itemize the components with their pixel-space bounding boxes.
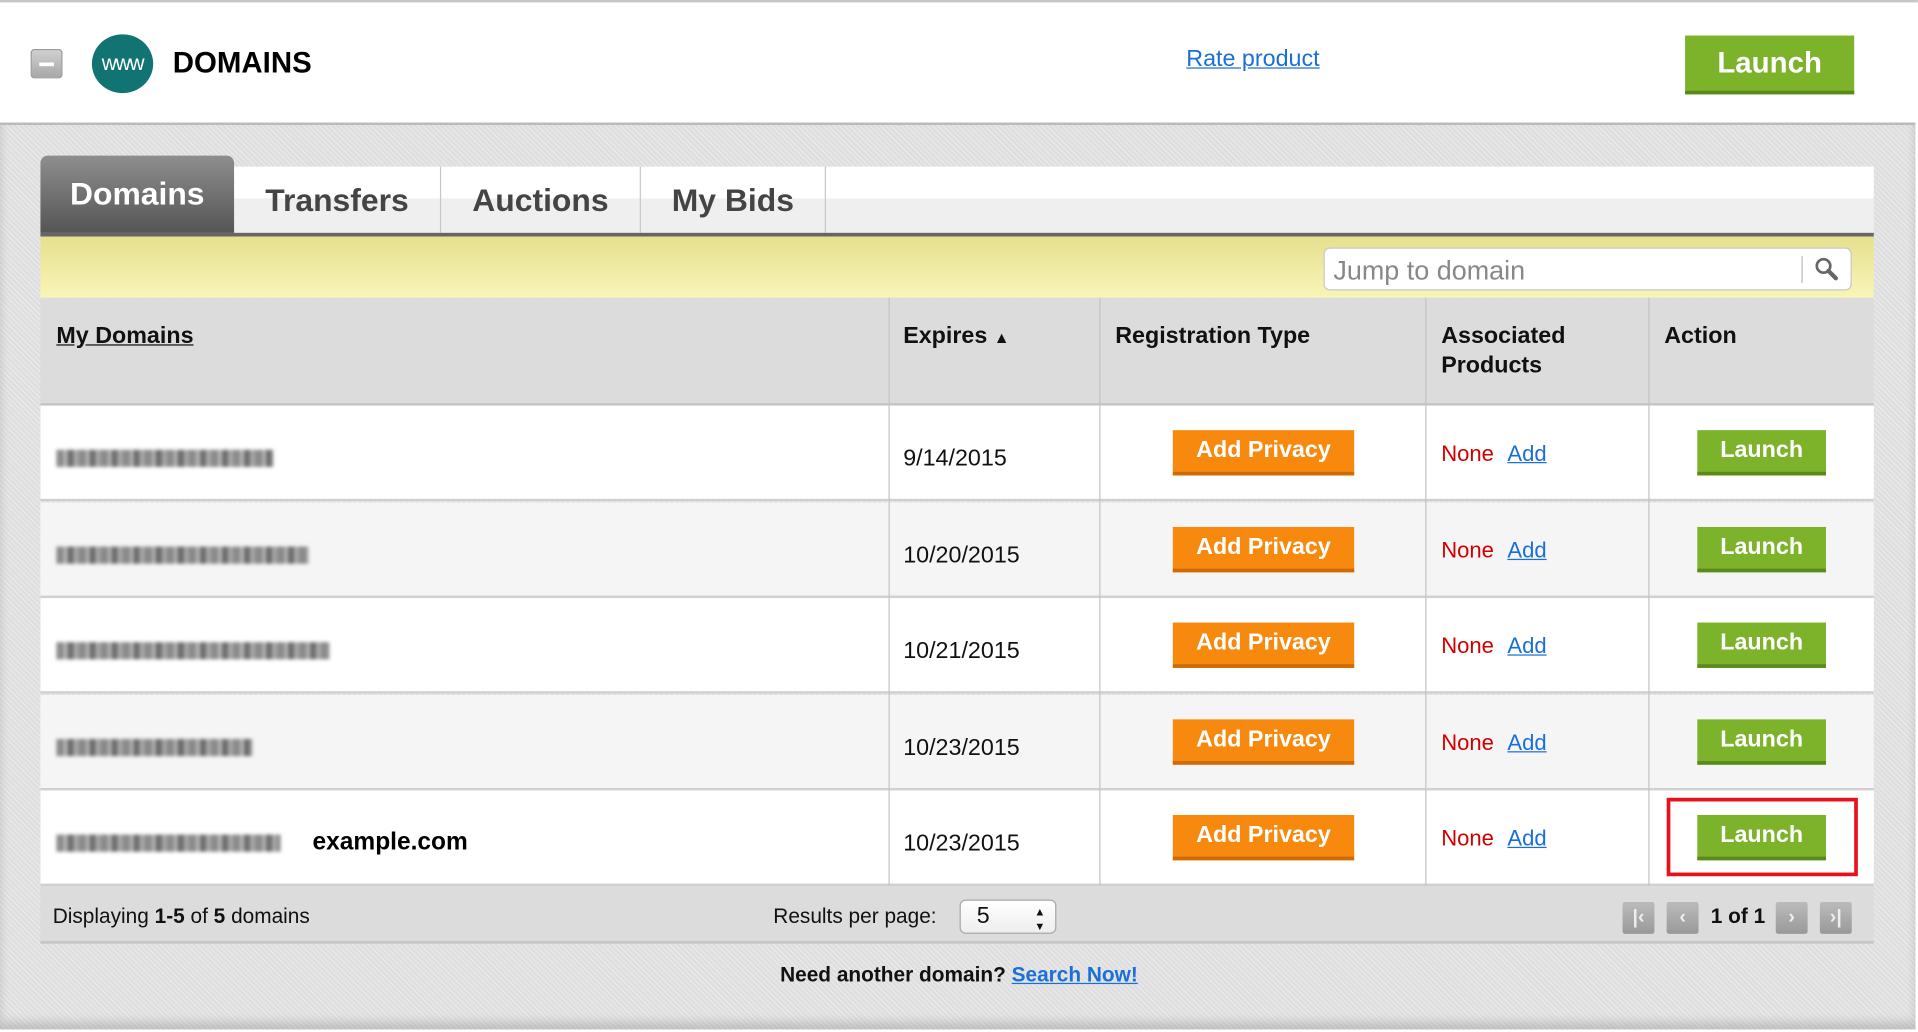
redacted-domain-name[interactable]	[56, 834, 281, 852]
tab-auctions[interactable]: Auctions	[441, 166, 641, 233]
column-expires[interactable]: Expires ▲	[903, 322, 1009, 353]
table-row: 10/23/2015 Add Privacy None Add Launch	[40, 694, 1874, 790]
column-divider	[1425, 297, 1427, 887]
add-product-link[interactable]: Add	[1507, 537, 1547, 562]
need-another-domain: Need another domain? Search Now!	[0, 963, 1918, 988]
page-info: 1 of 1	[1710, 904, 1766, 928]
next-page-button[interactable]: ›	[1775, 901, 1808, 934]
add-privacy-button[interactable]: Add Privacy	[1172, 622, 1355, 668]
tab-domains[interactable]: Domains	[40, 155, 235, 233]
last-page-button[interactable]: ›|	[1819, 901, 1852, 934]
column-divider	[1648, 297, 1650, 887]
results-per-page-select[interactable]: 5 ▲ ▼	[959, 899, 1057, 934]
displaying-suffix: domains	[225, 904, 310, 928]
displaying-prefix: Displaying	[52, 904, 155, 928]
launch-button[interactable]: Launch	[1697, 718, 1826, 765]
www-globe-icon: www	[91, 34, 154, 94]
column-my-domains[interactable]: My Domains	[56, 323, 194, 350]
column-divider	[888, 297, 890, 887]
tab-transfers[interactable]: Transfers	[234, 166, 442, 233]
launch-button[interactable]: Launch	[1697, 430, 1826, 476]
displaying-range: 1-5	[154, 904, 185, 928]
column-divider	[1099, 297, 1101, 887]
tab-bar	[40, 166, 1874, 233]
search-now-link[interactable]: Search Now!	[1011, 963, 1138, 987]
column-associated-products: Associated Products	[1441, 323, 1566, 379]
table-header: My Domains Expires ▲ Registration Type A…	[40, 297, 1874, 406]
top-border	[0, 0, 1918, 3]
results-per-page-label: Results per page:	[773, 904, 937, 928]
launch-button[interactable]: Launch	[1697, 526, 1826, 572]
collapse-button[interactable]	[30, 49, 63, 79]
column-action: Action	[1664, 323, 1737, 350]
displaying-total: 5	[213, 904, 226, 928]
magnifier-icon[interactable]	[1813, 255, 1840, 282]
launch-button-header[interactable]: Launch	[1685, 35, 1855, 95]
expires-date: 10/21/2015	[903, 638, 1020, 665]
add-privacy-button[interactable]: Add Privacy	[1172, 526, 1355, 572]
select-arrows-icon: ▲ ▼	[1034, 905, 1046, 933]
associated-products-none: None	[1441, 537, 1494, 562]
table-row: 10/21/2015 Add Privacy None Add Launch	[40, 598, 1874, 694]
redacted-domain-name[interactable]	[56, 545, 309, 564]
prev-page-button[interactable]: ‹	[1666, 901, 1699, 934]
highlight-box	[1666, 797, 1858, 877]
table-row: 9/14/2015 Add Privacy None Add Launch	[40, 405, 1874, 502]
expires-date: 10/20/2015	[903, 542, 1020, 569]
jump-to-domain-search	[1323, 247, 1852, 291]
need-another-text: Need another domain?	[780, 963, 1012, 987]
launch-button[interactable]: Launch	[1697, 622, 1826, 668]
table-footer: Displaying 1-5 of 5 domains Results per …	[40, 886, 1874, 944]
domain-annotation: example.com	[312, 828, 468, 856]
sort-ascending-icon: ▲	[993, 328, 1010, 347]
expires-date: 10/23/2015	[903, 734, 1020, 761]
page-title: DOMAINS	[172, 46, 312, 80]
add-privacy-button[interactable]: Add Privacy	[1172, 814, 1355, 861]
table-row: example.com 10/23/2015 Add Privacy None Add L…	[40, 790, 1874, 887]
add-product-link[interactable]: Add	[1507, 729, 1547, 755]
add-product-link[interactable]: Add	[1507, 441, 1547, 466]
redacted-domain-name[interactable]	[56, 738, 253, 756]
table-row: 10/20/2015 Add Privacy None Add Launch	[40, 501, 1874, 598]
associated-products-none: None	[1441, 729, 1494, 755]
expires-date: 9/14/2015	[903, 446, 1007, 472]
add-privacy-button[interactable]: Add Privacy	[1172, 718, 1355, 765]
column-expires-label: Expires	[903, 323, 988, 350]
launch-button[interactable]: Launch	[1697, 814, 1826, 861]
results-per-page-value: 5	[976, 903, 990, 929]
tab-underline	[40, 232, 1874, 237]
column-registration-type: Registration Type	[1115, 323, 1311, 350]
displaying-count: Displaying 1-5 of 5 domains	[53, 904, 310, 929]
expires-date: 10/23/2015	[903, 830, 1020, 857]
first-page-button[interactable]: |‹	[1622, 901, 1655, 934]
header	[0, 2, 1918, 123]
add-privacy-button[interactable]: Add Privacy	[1172, 430, 1355, 476]
tab-my-bids[interactable]: My Bids	[641, 166, 826, 233]
search-input[interactable]	[1330, 252, 1802, 288]
search-divider	[1801, 256, 1803, 284]
redacted-domain-name[interactable]	[56, 449, 274, 467]
rate-product-link[interactable]: Rate product	[1186, 46, 1320, 73]
redacted-domain-name[interactable]	[56, 642, 330, 660]
associated-products-none: None	[1441, 633, 1494, 659]
associated-products-none: None	[1441, 825, 1494, 851]
add-product-link[interactable]: Add	[1507, 633, 1547, 659]
add-product-link[interactable]: Add	[1507, 825, 1547, 851]
displaying-of: of	[184, 904, 214, 928]
associated-products-none: None	[1441, 441, 1494, 466]
